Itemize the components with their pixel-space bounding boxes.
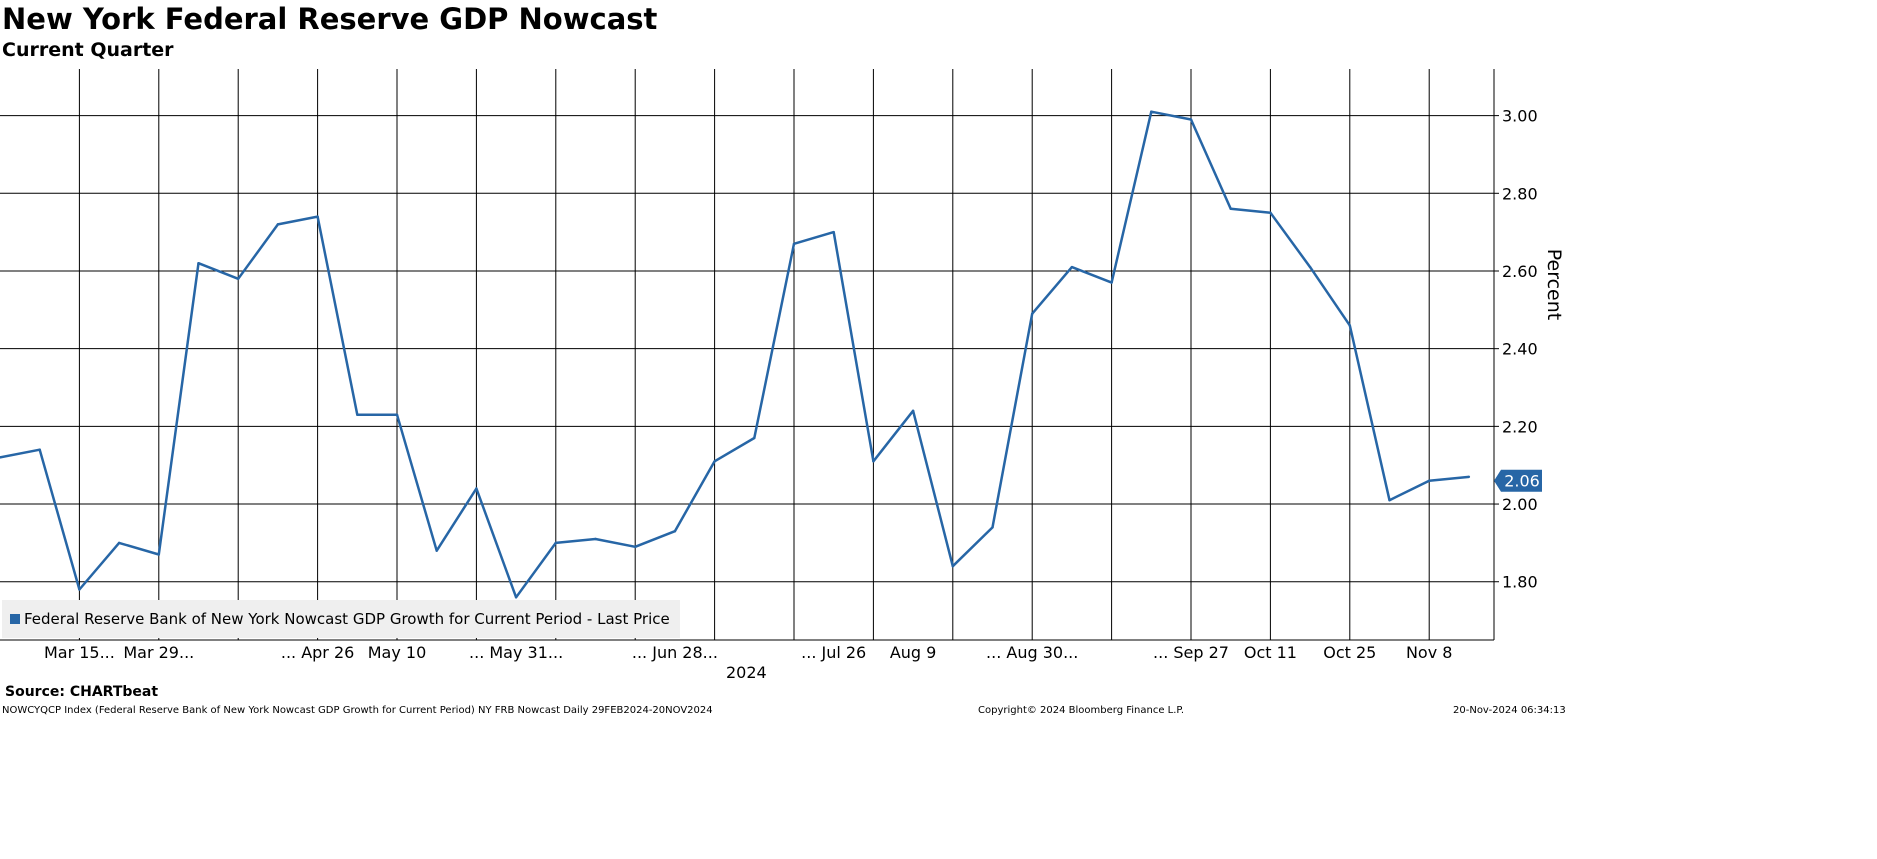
data-point [594,537,597,541]
x-axis-year-label: 2024 [726,663,767,682]
data-point [435,549,438,552]
source-note: Source: CHARTbeat [5,684,159,700]
data-point [237,277,240,280]
x-tick-label: ... Jun 28... [632,643,718,662]
y-tick-label: 3.00 [1502,107,1538,126]
legend-label: Federal Reserve Bank of New York Nowcast… [24,610,670,628]
chart-subtitle: Current Quarter [2,39,174,61]
data-point [316,215,319,218]
data-point [157,553,160,556]
data-point [872,460,875,463]
chart-legend: Federal Reserve Bank of New York Nowcast… [2,600,680,638]
data-point [991,526,994,529]
data-point [1308,265,1312,269]
data-point [713,460,716,463]
y-axis-title: Percent [1543,249,1565,321]
x-tick-label: Mar 29... [123,643,194,662]
y-tick-label: 2.00 [1502,495,1538,514]
x-tick-label: May 10 [368,643,427,662]
data-point [951,564,954,568]
data-point [1348,324,1352,327]
data-point [395,413,399,416]
last-value-label: 2.06 [1504,472,1540,491]
series-line [0,110,1470,599]
x-tick-label: ... Apr 26 [281,643,354,662]
x-tick-label: Oct 25 [1323,643,1376,662]
data-point [1269,211,1272,214]
data-point [1467,475,1471,479]
y-tick-label: 2.60 [1502,262,1538,281]
data-point [514,596,518,599]
data-point [753,436,756,440]
data-point [38,448,41,451]
y-tick-label: 1.80 [1502,573,1538,592]
line-chart: 1.80 2.00 2.20 2.40 2.60 2.80 3.00 Mar 15... Mar… [0,69,1565,662]
data-point [1150,110,1153,113]
x-tick-label: ... May 31... [469,643,563,662]
last-value-flag [1494,469,1542,492]
x-tick-label: ... Sep 27 [1153,643,1229,662]
x-tick-label: Nov 8 [1406,643,1453,662]
x-tick-label: ... Jul 26 [801,643,866,662]
x-tick-label: ... Aug 30... [986,643,1078,662]
data-point [1428,479,1431,482]
footer-copyright: Copyright© 2024 Bloomberg Finance L.P. [978,705,1185,716]
data-point [1229,207,1232,211]
x-tick-label: Oct 11 [1244,643,1297,662]
data-point [634,545,637,548]
data-point [673,530,677,533]
data-point [356,413,359,416]
data-point [1070,265,1074,269]
data-point [911,409,915,413]
data-point [1110,281,1113,284]
data-point [1189,118,1193,121]
data-point [792,242,796,245]
x-tick-label: Mar 15... [44,643,115,662]
y-tick-label: 2.40 [1502,340,1538,359]
y-tick-label: 2.80 [1502,184,1538,203]
chart-title: New York Federal Reserve GDP Nowcast [2,2,658,36]
data-point [554,541,557,545]
data-point [1031,312,1034,315]
footer-index-description: NOWCYQCP Index (Federal Reserve Bank of … [2,705,713,716]
data-point [0,456,2,459]
data-point [832,230,835,234]
x-tick-label: Aug 9 [890,643,937,662]
data-point [1388,498,1391,502]
data-point [117,541,121,545]
footer-timestamp: 20-Nov-2024 06:34:13 [1453,705,1566,716]
legend-swatch [10,614,20,624]
y-tick-label: 2.20 [1502,417,1538,436]
data-point [197,262,200,265]
data-point [475,487,478,490]
data-point [276,223,280,226]
data-point [78,588,81,591]
